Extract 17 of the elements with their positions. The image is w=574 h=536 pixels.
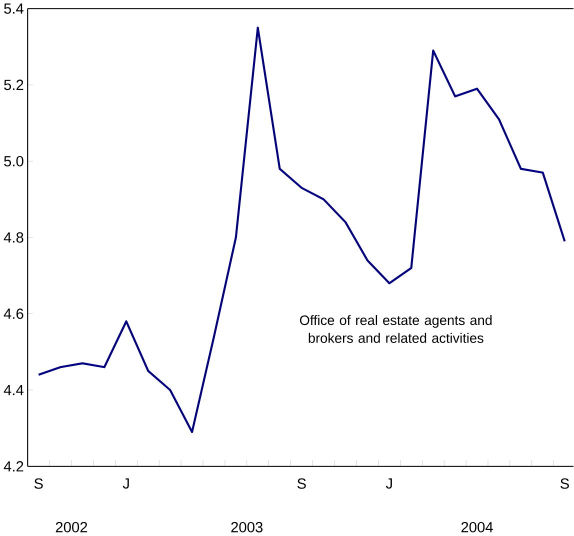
y-tick-label: 5.2: [4, 80, 24, 90]
text: Office of real estate agents and brokers and related activities: [300, 315, 492, 343]
y-tick-label: 4.4: [4, 385, 24, 396]
x-tick-label: S: [297, 478, 306, 489]
x-tick-label: J: [122, 478, 129, 489]
text: 2003: [231, 522, 263, 532]
y-tick-label: 4.2: [4, 461, 24, 472]
y-tick-label: 4.6: [4, 308, 24, 320]
y-tick-label: 5.0: [4, 156, 24, 166]
text: 2004: [461, 522, 493, 532]
y-tick-label: 5.4: [4, 4, 24, 14]
y-tick-label: 4.8: [4, 232, 24, 243]
x-tick-label: J: [386, 478, 392, 489]
text: 2002: [56, 522, 88, 532]
x-tick-label: S: [34, 478, 43, 489]
x-tick-label: S: [560, 478, 569, 489]
line-series: [38, 26, 566, 434]
